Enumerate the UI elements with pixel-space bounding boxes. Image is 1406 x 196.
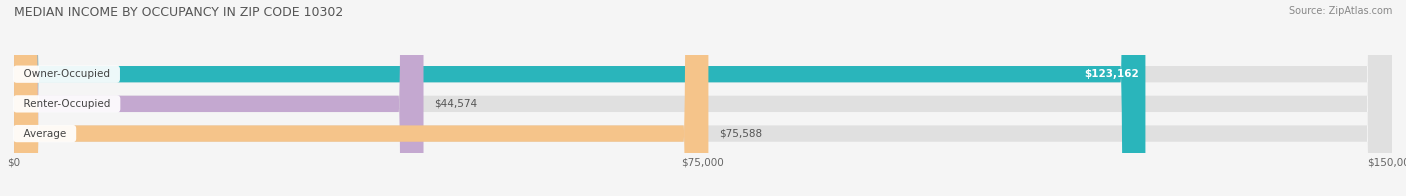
Text: $75,588: $75,588 bbox=[720, 129, 762, 139]
FancyBboxPatch shape bbox=[14, 0, 423, 196]
FancyBboxPatch shape bbox=[14, 0, 1392, 196]
FancyBboxPatch shape bbox=[14, 0, 709, 196]
Text: Owner-Occupied: Owner-Occupied bbox=[17, 69, 117, 79]
Text: Source: ZipAtlas.com: Source: ZipAtlas.com bbox=[1288, 6, 1392, 16]
Text: $123,162: $123,162 bbox=[1084, 69, 1139, 79]
Text: Average: Average bbox=[17, 129, 73, 139]
FancyBboxPatch shape bbox=[14, 0, 1392, 196]
Text: MEDIAN INCOME BY OCCUPANCY IN ZIP CODE 10302: MEDIAN INCOME BY OCCUPANCY IN ZIP CODE 1… bbox=[14, 6, 343, 19]
Text: Renter-Occupied: Renter-Occupied bbox=[17, 99, 117, 109]
FancyBboxPatch shape bbox=[14, 0, 1392, 196]
Text: $44,574: $44,574 bbox=[434, 99, 478, 109]
FancyBboxPatch shape bbox=[14, 0, 1146, 196]
